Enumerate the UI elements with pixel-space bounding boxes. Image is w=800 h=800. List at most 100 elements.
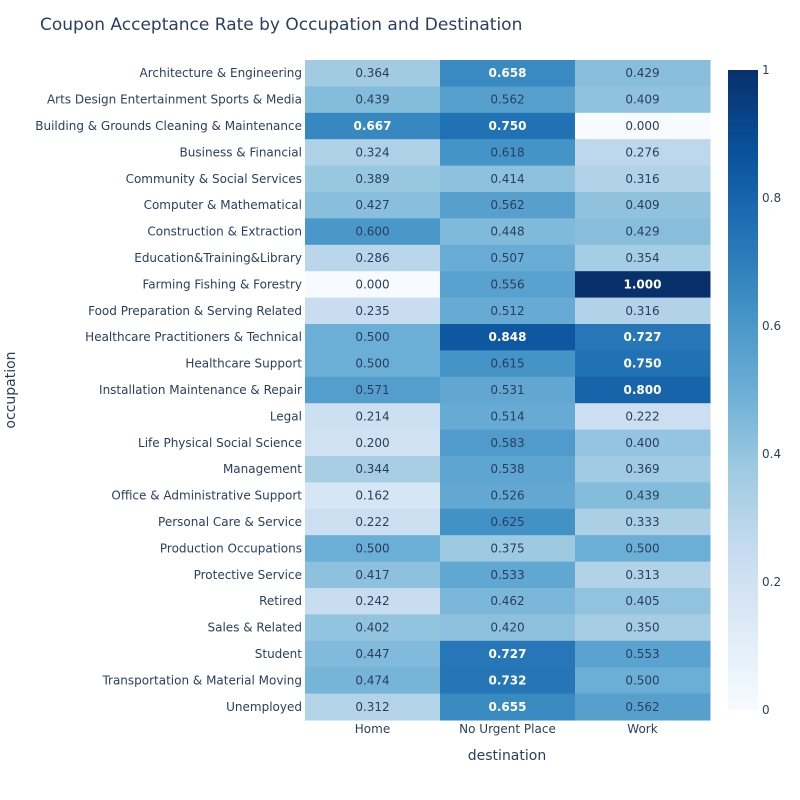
y-tick-label: Education&Training&Library <box>134 251 302 265</box>
cell-value-label: 0.848 <box>489 330 527 344</box>
cell-value-label: 0.625 <box>490 515 524 529</box>
heatmap-cell <box>305 350 441 378</box>
x-tick-label: No Urgent Place <box>459 722 556 736</box>
heatmap-cell <box>440 614 576 642</box>
heatmap-cell <box>440 112 576 140</box>
y-tick-label: Life Physical Social Science <box>138 436 302 450</box>
heatmap-cell <box>305 60 441 87</box>
cell-value-label: 0.538 <box>490 462 524 476</box>
cell-value-label: 0.000 <box>355 277 389 291</box>
heatmap-cell <box>305 244 441 272</box>
heatmap-cell <box>575 86 711 114</box>
x-tick-label: Work <box>627 722 657 736</box>
cell-value-label: 0.727 <box>489 647 527 661</box>
cell-value-label: 0.000 <box>625 119 659 133</box>
heatmap-cell <box>440 403 576 431</box>
cell-value-label: 0.571 <box>355 383 389 397</box>
heatmap-cell <box>575 350 711 378</box>
cell-value-label: 0.324 <box>355 145 389 159</box>
heatmap-cell <box>305 482 441 510</box>
cell-value-label: 0.350 <box>625 621 659 635</box>
y-tick-label: Construction & Extraction <box>147 225 302 239</box>
heatmap-cell <box>575 588 711 615</box>
cell-value-label: 0.369 <box>625 462 659 476</box>
heatmap-cell <box>575 403 711 431</box>
heatmap-cell <box>440 244 576 272</box>
cell-value-label: 0.162 <box>355 489 389 503</box>
heatmap-cell <box>575 456 711 483</box>
heatmap-cell <box>440 456 576 483</box>
cell-value-label: 0.512 <box>490 304 524 318</box>
cell-value-label: 0.439 <box>625 489 659 503</box>
y-tick-label: Computer & Mathematical <box>144 198 302 212</box>
y-tick-label: Unemployed <box>226 700 302 714</box>
heatmap-cell <box>575 667 711 695</box>
cell-value-label: 0.447 <box>355 647 389 661</box>
colorbar-ticks: 0 0.2 0.4 0.6 0.8 1 <box>762 63 781 717</box>
y-tick-label: Installation Maintenance & Repair <box>99 383 302 397</box>
cell-value-label: 0.414 <box>490 172 524 186</box>
cell-value-label: 0.658 <box>489 66 527 80</box>
heatmap-cell <box>440 86 576 114</box>
y-tick-label: Legal <box>270 409 302 423</box>
y-tick-label: Healthcare Practitioners & Technical <box>85 330 302 344</box>
y-tick-label: Farming Fishing & Forestry <box>142 277 302 291</box>
heatmap-cell <box>440 350 576 378</box>
cell-value-label: 0.429 <box>625 66 659 80</box>
colorbar-tick-label: 0.4 <box>762 447 781 461</box>
x-axis-title: destination <box>468 748 546 764</box>
heatmap-cell <box>305 376 441 404</box>
cell-value-label: 1.000 <box>624 277 662 291</box>
cell-value-label: 0.200 <box>355 436 389 450</box>
cell-value-label: 0.750 <box>489 119 527 133</box>
heatmap-cell <box>575 640 711 668</box>
heatmap-cell <box>305 614 441 642</box>
heatmap-cell <box>575 192 711 219</box>
cell-value-label: 0.526 <box>490 489 524 503</box>
cell-value-label: 0.583 <box>490 436 524 450</box>
cell-value-label: 0.316 <box>625 172 659 186</box>
heatmap-cell <box>575 429 711 457</box>
y-tick-label: Production Occupations <box>160 541 302 555</box>
colorbar-tick-label: 0.8 <box>762 191 781 205</box>
y-axis-ticks: Architecture & Engineering Arts Design En… <box>35 66 302 714</box>
heatmap-cell <box>305 112 441 140</box>
cell-value-label: 0.235 <box>355 304 389 318</box>
cell-value-label: 0.562 <box>490 93 524 107</box>
cell-value-label: 0.500 <box>625 673 659 687</box>
cell-value-label: 0.242 <box>355 594 389 608</box>
heatmap-cell <box>575 112 711 140</box>
heatmap-cell <box>305 297 441 325</box>
cell-value-label: 0.344 <box>355 462 389 476</box>
heatmap-cell <box>305 165 441 193</box>
y-axis-title: occupation <box>3 351 19 428</box>
cell-value-label: 0.732 <box>489 673 527 687</box>
y-tick-label: Food Preparation & Serving Related <box>88 304 302 318</box>
heatmap-cell <box>440 324 576 351</box>
colorbar-tick-label: 0 <box>762 703 770 717</box>
cell-value-label: 0.312 <box>355 700 389 714</box>
heatmap-cell <box>440 271 576 299</box>
y-tick-label: Retired <box>259 594 302 608</box>
heatmap-cell <box>305 535 441 563</box>
cell-value-label: 0.405 <box>625 594 659 608</box>
heatmap-cell <box>440 535 576 563</box>
heatmap-cell <box>575 165 711 193</box>
heatmap-cell <box>305 693 441 721</box>
cell-value-label: 0.402 <box>355 621 389 635</box>
cell-value-label: 0.533 <box>490 568 524 582</box>
y-tick-label: Student <box>255 647 303 661</box>
colorbar-tick-label: 0.6 <box>762 319 781 333</box>
cell-value-label: 0.354 <box>625 251 659 265</box>
heatmap-cell <box>305 192 441 219</box>
heatmap-cell <box>440 376 576 404</box>
y-tick-label: Healthcare Support <box>185 357 302 371</box>
heatmap-cell <box>440 693 576 721</box>
heatmap-cell <box>440 561 576 589</box>
heatmap-cell <box>575 693 711 721</box>
heatmap-cell <box>305 218 441 246</box>
heatmap-cell <box>305 403 441 431</box>
heatmap-cell <box>305 456 441 483</box>
cell-value-label: 0.439 <box>355 93 389 107</box>
cell-value-label: 0.313 <box>625 568 659 582</box>
